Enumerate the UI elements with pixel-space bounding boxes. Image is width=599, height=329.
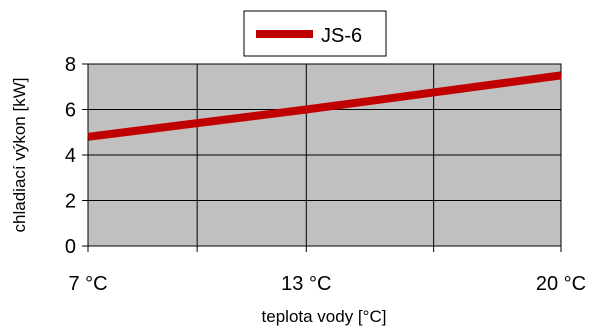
series xyxy=(87,71,562,141)
series-line-js6 xyxy=(87,71,562,141)
legend-label-js6: JS-6 xyxy=(321,25,362,47)
x-tick-label: 7 °C xyxy=(68,273,107,295)
y-tick-labels: 0 2 4 6 8 xyxy=(65,54,76,258)
y-tick-label: 0 xyxy=(65,236,76,258)
x-tick-labels: 7 °C 13 °C 20 °C xyxy=(68,273,586,295)
y-tick-label: 6 xyxy=(65,100,76,122)
y-tick-label: 2 xyxy=(65,191,76,213)
x-tick-label: 20 °C xyxy=(536,273,586,295)
legend: JS-6 xyxy=(243,10,387,57)
x-axis-title: teplota vody [°C] xyxy=(262,307,387,326)
x-tick-label: 13 °C xyxy=(281,273,331,295)
y-tick-label: 4 xyxy=(65,145,76,167)
axes xyxy=(82,63,562,252)
y-axis-title: chladiací výkon [kW] xyxy=(10,78,29,233)
y-tick-label: 8 xyxy=(65,54,76,76)
